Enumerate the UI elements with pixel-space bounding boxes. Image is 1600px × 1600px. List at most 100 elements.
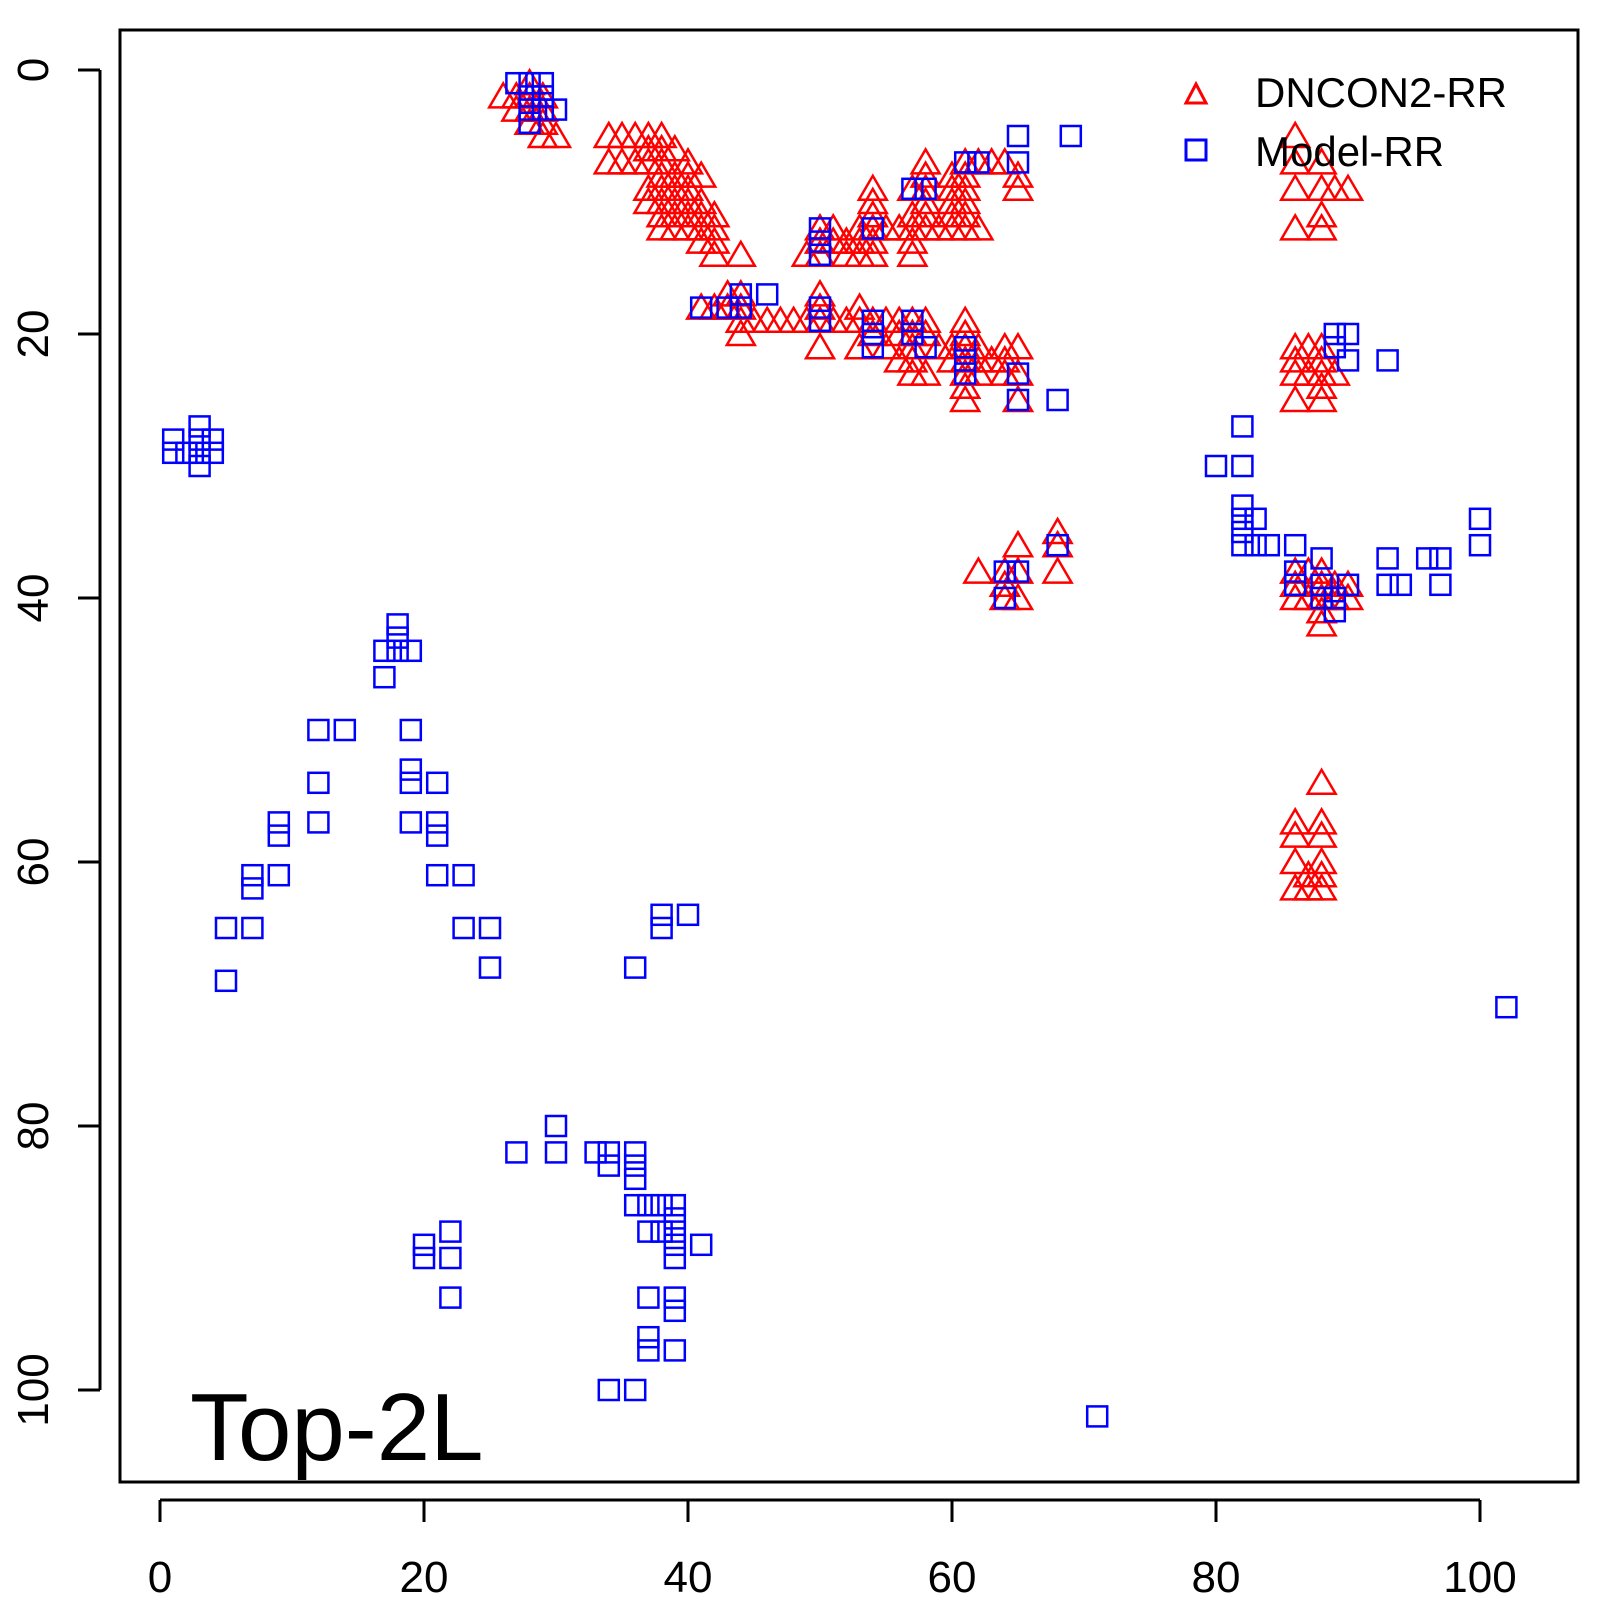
point-model-rr [729,296,753,319]
point-dncon2-rr [1001,582,1035,611]
point-dncon2-rr [909,358,942,386]
point-model-rr [188,454,211,478]
point-model-rr [1231,507,1254,531]
point-dncon2-rr [896,239,929,268]
point-model-rr [861,322,885,346]
point-model-rr [399,639,423,663]
point-model-rr [1468,507,1492,531]
point-model-rr [412,1233,436,1257]
point-model-rr [953,362,977,385]
point-model-rr [1257,533,1281,557]
point-model-rr [425,771,449,795]
point-model-rr [1323,599,1347,623]
point-model-rr [518,98,541,121]
point-dncon2-rr [1001,160,1035,188]
point-model-rr [623,1193,647,1217]
point-model-rr [307,811,330,834]
point-model-rr [808,309,832,333]
point-dncon2-rr [949,199,982,228]
point-model-rr [901,177,924,201]
point-model-rr [1006,124,1030,148]
point-dncon2-rr [1305,859,1338,888]
plot-frame [118,28,1580,1484]
x-tick-label: 80 [1192,1553,1241,1600]
point-model-rr [478,916,502,940]
point-model-rr [439,1220,462,1243]
point-dncon2-rr [949,384,982,413]
point-model-rr [544,1114,568,1138]
point-model-rr [1231,494,1254,517]
point-dncon2-rr [724,239,757,268]
point-model-rr [439,1246,462,1270]
point-dncon2-rr [1279,212,1312,241]
y-tick-label: 20 [9,310,58,359]
point-model-rr [399,811,423,834]
point-model-rr [597,1378,621,1402]
point-model-rr [1006,560,1030,583]
point-model-rr [425,811,449,834]
point-model-rr [386,639,409,663]
point-model-rr [188,415,211,438]
point-model-rr [663,1207,687,1230]
point-model-rr [1429,547,1452,570]
point-model-rr [1468,533,1492,557]
point-model-rr [663,1233,687,1257]
point-dncon2-rr [1305,767,1338,796]
point-dncon2-rr [988,146,1021,175]
point-model-rr [1046,388,1069,412]
y-tick-label: 60 [9,838,58,887]
point-model-rr [518,111,541,135]
point-model-rr [1336,573,1360,597]
point-model-rr [1059,124,1083,148]
data-points [161,67,1518,1428]
point-dncon2-rr [1305,199,1338,228]
point-model-rr [1204,454,1228,478]
point-dncon2-rr [843,292,876,320]
point-model-rr [1283,573,1307,597]
point-model-rr [1415,547,1439,570]
point-model-rr [505,71,528,95]
point-model-rr [914,177,937,201]
point-model-rr [1231,415,1254,438]
point-model-rr [518,85,541,108]
legend-square-marker [1184,138,1208,162]
point-model-rr [597,1141,621,1164]
x-tick-label: 40 [664,1553,713,1600]
x-axis: 0 20 40 60 80 100 [148,1498,1517,1600]
point-model-rr [623,1141,647,1164]
point-model-rr [188,441,211,465]
point-model-rr [597,1154,621,1177]
point-model-rr [914,335,937,359]
point-model-rr [241,916,264,940]
point-model-rr [386,626,409,649]
point-model-rr [1085,1405,1109,1428]
point-model-rr [623,1154,647,1177]
point-model-rr [1376,573,1399,597]
point-model-rr [663,1339,687,1362]
point-dncon2-rr [962,556,995,584]
point-model-rr [901,322,924,346]
point-model-rr [1231,520,1254,544]
legend: DNCON2-RR Model-RR [1183,69,1507,175]
point-model-rr [808,230,832,253]
point-model-rr [161,441,185,465]
point-model-rr [267,811,291,834]
point-model-rr [373,639,396,663]
point-model-rr [663,1246,687,1270]
point-model-rr [663,1286,687,1309]
point-model-rr [1231,454,1254,478]
point-model-rr [676,903,700,927]
point-model-rr [333,718,357,742]
x-tick-label: 0 [148,1553,172,1600]
point-model-rr [1336,322,1360,346]
point-model-rr [201,428,225,451]
point-model-rr [623,956,647,979]
point-dncon2-rr [1001,173,1035,202]
point-model-rr [1495,995,1518,1019]
point-model-rr [214,916,238,940]
point-model-rr [716,296,739,319]
point-model-rr [452,916,475,940]
point-model-rr [399,758,423,781]
point-model-rr [663,1299,687,1323]
